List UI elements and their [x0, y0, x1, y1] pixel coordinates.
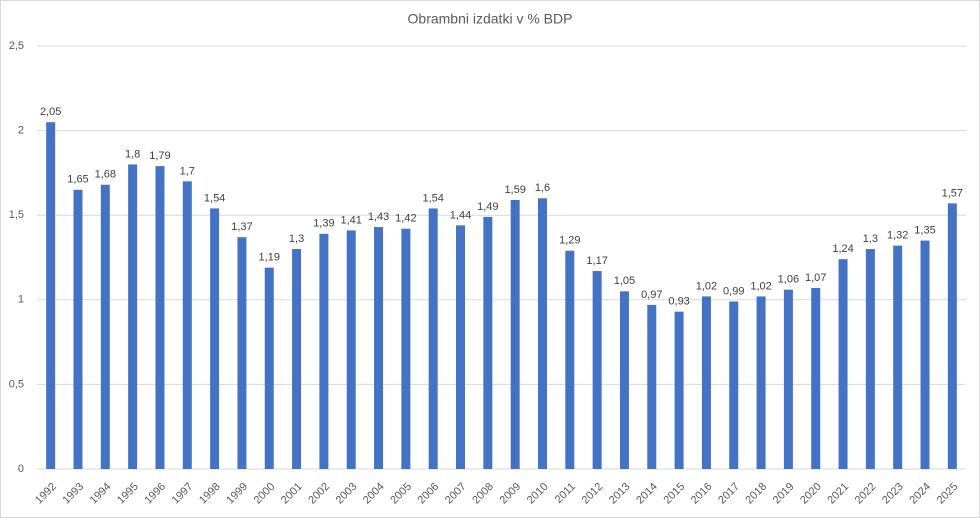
bar: [264, 267, 274, 469]
bar: [811, 287, 821, 469]
value-label: 1,3: [289, 233, 304, 245]
bar: [838, 259, 848, 469]
bar: [920, 240, 930, 469]
bar: [647, 304, 657, 469]
y-tick-label: 0: [18, 463, 24, 475]
bar: [729, 301, 739, 469]
value-label: 1,07: [805, 272, 826, 284]
value-label: 1,65: [67, 174, 88, 186]
value-label: 2,05: [40, 106, 61, 118]
value-label: 1,02: [750, 280, 771, 292]
value-label: 1,6: [535, 182, 550, 194]
bar: [510, 199, 520, 470]
bar: [701, 296, 711, 469]
value-label: 1,05: [614, 275, 635, 287]
bar: [674, 311, 684, 469]
bar: [947, 203, 957, 469]
value-label: 1,19: [259, 252, 280, 264]
value-label: 1,57: [942, 187, 963, 199]
bar: [346, 230, 356, 469]
bar: [756, 296, 766, 469]
bar: [128, 164, 138, 469]
value-label: 1,3: [863, 233, 878, 245]
y-tick-label: 0,5: [9, 378, 24, 390]
bar: [592, 271, 602, 469]
value-label: 1,49: [477, 201, 498, 213]
value-label: 1,37: [231, 221, 252, 233]
bar: [428, 208, 438, 469]
bar: [319, 233, 329, 469]
bar: [783, 289, 793, 469]
bar: [182, 181, 192, 470]
bar: [155, 166, 165, 469]
bar: [893, 245, 903, 469]
value-label: 1,42: [395, 213, 416, 225]
value-label: 1,02: [696, 280, 717, 292]
bar: [537, 198, 547, 469]
value-label: 1,43: [368, 211, 389, 223]
value-label: 1,8: [125, 148, 140, 160]
value-label: 0,97: [641, 289, 662, 301]
value-label: 1,54: [422, 192, 443, 204]
chart-title: Obrambni izdatki v % BDP: [408, 11, 573, 27]
value-label: 1,06: [778, 274, 799, 286]
value-label: 1,35: [914, 224, 935, 236]
bar: [619, 291, 629, 469]
value-label: 0,93: [668, 296, 689, 308]
y-tick-label: 2: [18, 125, 24, 137]
y-tick-label: 1: [18, 294, 24, 306]
bar: [46, 122, 56, 469]
bar: [483, 216, 493, 469]
value-label: 1,29: [559, 235, 580, 247]
value-label: 1,59: [504, 184, 525, 196]
y-tick-label: 2,5: [9, 40, 24, 52]
value-label: 0,99: [723, 285, 744, 297]
bar: [565, 250, 575, 469]
value-label: 1,44: [450, 209, 471, 221]
value-label: 1,54: [204, 192, 225, 204]
bar: [237, 237, 247, 469]
value-label: 1,68: [95, 169, 116, 181]
bar: [865, 249, 875, 469]
bar: [456, 225, 466, 469]
value-label: 1,41: [341, 214, 362, 226]
bar: [401, 228, 411, 469]
value-label: 1,39: [313, 218, 334, 230]
bar: [374, 227, 384, 469]
value-label: 1,32: [887, 230, 908, 242]
value-label: 1,79: [149, 150, 170, 162]
value-label: 1,24: [832, 243, 853, 255]
bar: [73, 189, 83, 469]
y-tick-label: 1,5: [9, 209, 24, 221]
value-label: 1,7: [180, 165, 195, 177]
bar: [100, 184, 110, 469]
bar: [210, 208, 220, 469]
value-label: 1,17: [586, 255, 607, 267]
bar: [292, 249, 302, 469]
